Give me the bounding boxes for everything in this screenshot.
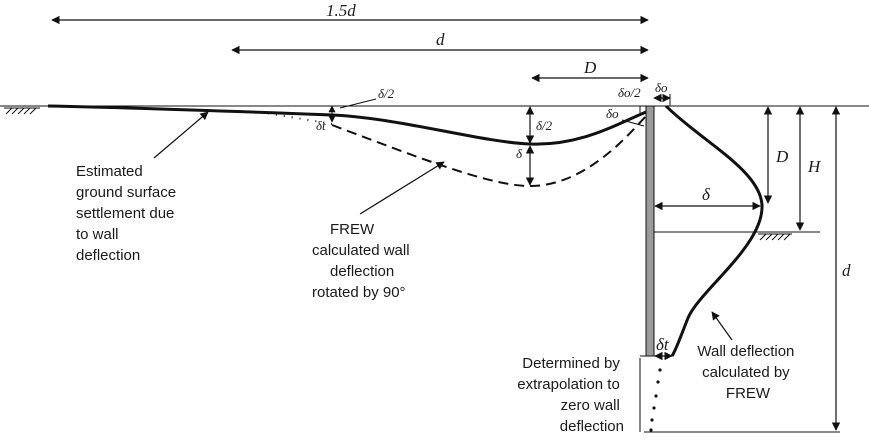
wall-deflection-curve <box>664 104 764 357</box>
pointer-frew-rotated <box>359 161 445 215</box>
label-delta-half: δ/2 <box>536 118 553 133</box>
label-delta: δ <box>516 146 523 161</box>
ground-hatch-left <box>4 107 40 115</box>
label-delta-half-left: δ/2 <box>378 86 395 101</box>
extrapolation-dots <box>649 368 662 432</box>
ground-hatch-right <box>758 233 792 241</box>
pointer-delta-o-left <box>621 119 645 127</box>
pointer-delta-half-left <box>339 98 377 109</box>
pointer-settlement <box>153 111 209 159</box>
retaining-wall <box>645 105 655 357</box>
label-frew-rotated: FREW calculated wall deflection rotated … <box>312 221 414 301</box>
label-D-wall: D <box>775 147 789 166</box>
label-delta-t: δt <box>656 335 670 354</box>
dim-d-top-label: d <box>436 30 445 49</box>
label-extrapolation: Determined by extrapolation to zero wall… <box>517 355 624 435</box>
label-H-wall: H <box>807 157 822 176</box>
label-wall-deflection: Wall deflection calculated by FREW <box>697 343 798 402</box>
dim-D-top-label: D <box>583 58 597 77</box>
pointer-wall-deflection <box>711 311 733 341</box>
settlement-dotted <box>259 111 333 125</box>
label-delta-o-left: δo <box>606 106 619 121</box>
settlement-curve <box>47 104 647 146</box>
label-delta-o: δo <box>655 80 668 95</box>
label-delta-wall: δ <box>702 185 711 204</box>
label-delta-o-half: δo/2 <box>618 85 641 100</box>
label-d-wall: d <box>842 261 851 280</box>
dim-15d-label: 1.5d <box>326 1 356 20</box>
label-delta-t-left: δt <box>316 118 326 133</box>
frew-rotated-curve <box>331 115 647 188</box>
label-ground-settlement: Estimated ground surface settlement due … <box>76 163 180 264</box>
